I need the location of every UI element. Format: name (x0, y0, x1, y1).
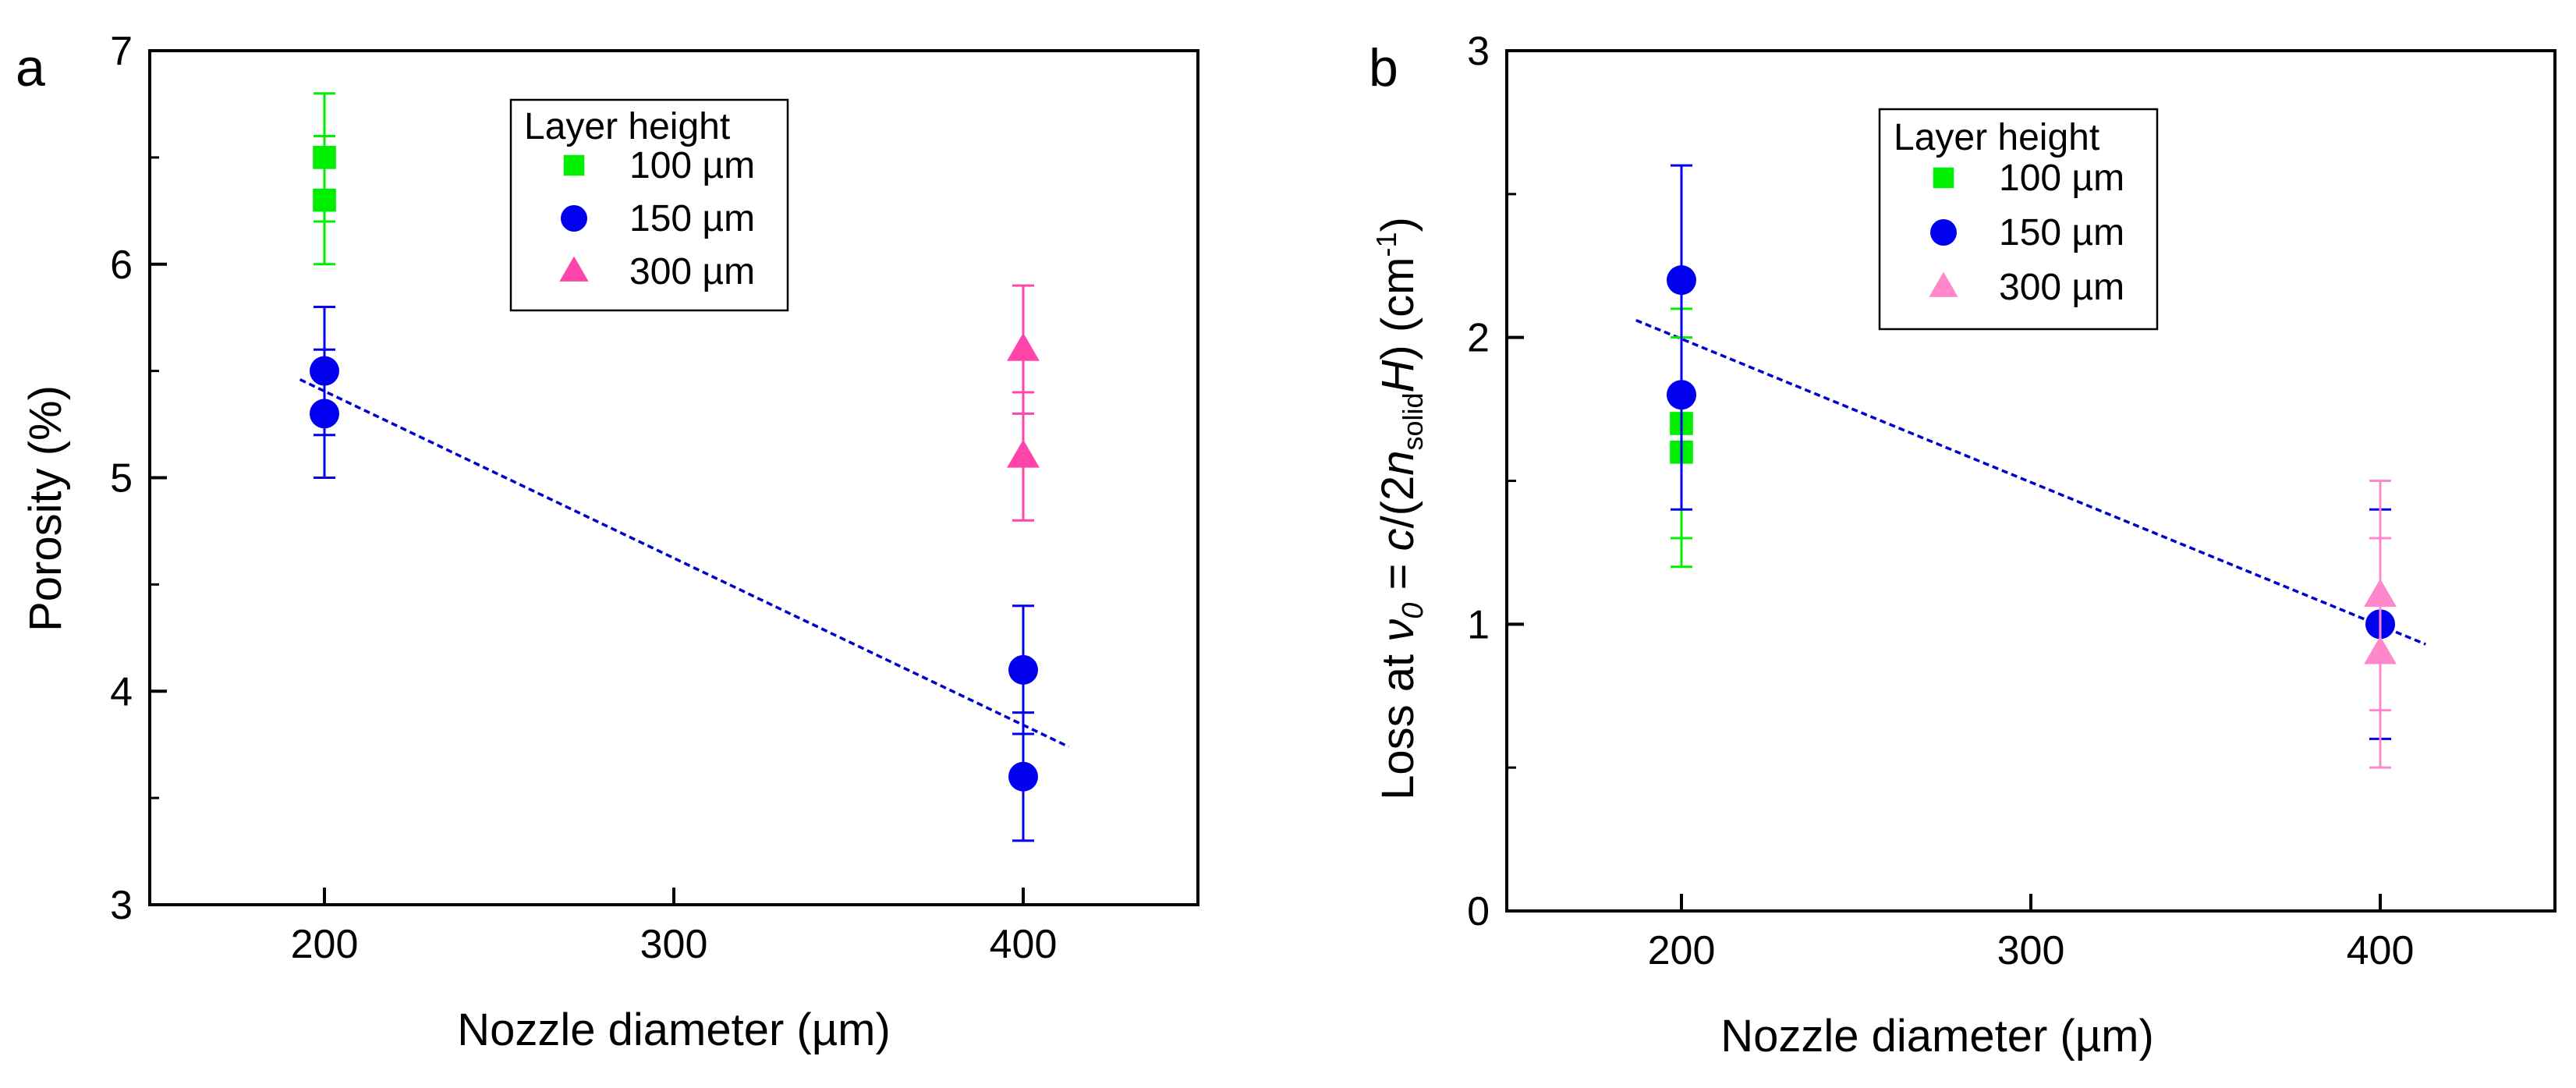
panel-b-legend: Layer height 100 µm 150 µm 300 µm (1878, 108, 2159, 331)
y-tick-label: 1 (1467, 602, 1490, 647)
legend-label: 150 µm (1999, 212, 2124, 253)
panel-a-label: a (16, 38, 45, 97)
x-tick-label: 300 (1997, 928, 2065, 973)
panel-b: b Loss at ν0 = c/(2nsolidH) (cm-1) Nozzl… (1369, 29, 2557, 1061)
panel-b-fit (1635, 318, 2426, 646)
ylabel-unit-sup: -1 (1370, 232, 1402, 257)
ylabel-mid: /(2 (1373, 476, 1423, 529)
panel-b-legend-items: 100 µm 150 µm 300 µm (1929, 158, 2124, 308)
data-point-triangle (1007, 439, 1040, 468)
ylabel-n-sub: solid (1397, 392, 1429, 450)
legend-marker-circle (1930, 219, 1957, 246)
legend-label: 300 µm (1999, 267, 2124, 308)
panel-a-legend-box (509, 98, 789, 312)
y-tick-label: 3 (1467, 29, 1490, 74)
x-tick-label: 300 (640, 922, 708, 967)
panel-a-marks (310, 92, 1040, 842)
x-tick-label: 400 (2347, 928, 2415, 973)
panel-b-frame (1505, 49, 2557, 913)
panel-a-ticks: 200 300 400 3 4 5 6 7 (110, 29, 1057, 967)
data-point-square (313, 188, 336, 212)
y-tick-label: 6 (110, 243, 133, 288)
x-tick-label: 200 (1648, 928, 1716, 973)
ylabel-nu-sub: 0 (1397, 603, 1430, 619)
legend-marker-triangle (1929, 271, 1958, 297)
y-tick-label: 4 (110, 669, 133, 714)
data-point-circle (1667, 265, 1696, 296)
panel-a-frame (148, 49, 1199, 906)
ylabel-close: ) (1373, 345, 1423, 360)
fit-line (1635, 318, 2426, 646)
y-tick-label: 2 (1467, 316, 1490, 361)
data-point-circle (1008, 761, 1038, 792)
data-point-triangle (1007, 332, 1040, 361)
legend-label: 300 µm (629, 251, 755, 292)
ylabel-prefix: Loss at (1373, 642, 1423, 800)
data-point-circle (310, 356, 339, 386)
legend-marker-square (1933, 167, 1954, 189)
panel-a-fit (299, 377, 1069, 749)
fit-line (299, 377, 1069, 749)
legend-marker-circle (561, 205, 587, 232)
ylabel-n: n (1373, 451, 1423, 476)
panel-a-legend-items: 100 µm 150 µm 300 µm (559, 145, 755, 292)
ylabel-eq: = (1373, 551, 1423, 602)
legend-label: 150 µm (629, 198, 755, 239)
legend-marker-square (563, 154, 585, 176)
x-tick-label: 400 (990, 922, 1058, 967)
data-point-triangle (2364, 636, 2397, 664)
x-tick-label: 200 (291, 922, 359, 967)
panel-b-legend-title: Layer height (1894, 117, 2099, 158)
ylabel-c: c (1373, 528, 1423, 551)
panel-a-legend-title: Layer height (524, 106, 730, 147)
ylabel-unit-pre: (cm (1373, 257, 1423, 346)
ylabel-H: H (1373, 360, 1423, 392)
panel-b-legend-box (1878, 108, 2159, 331)
panel-a-x-axis-title: Nozzle diameter (µm) (457, 1005, 891, 1055)
panel-b-ticks: 200 300 400 0 1 2 3 (1467, 29, 2414, 973)
panel-b-label: b (1369, 38, 1398, 97)
data-point-circle (310, 399, 339, 429)
data-point-square (313, 146, 336, 169)
data-point-circle (1008, 654, 1038, 685)
panel-a-y-axis-title: Porosity (%) (20, 385, 71, 632)
data-point-triangle (2364, 578, 2397, 608)
ylabel-nu: ν (1373, 619, 1423, 642)
y-tick-label: 7 (110, 29, 133, 74)
y-tick-label: 5 (110, 456, 133, 501)
panel-b-marks (1667, 164, 2397, 769)
panel-a: a Porosity (%) Nozzle diameter (µm) 200 3… (16, 29, 1199, 1055)
panel-b-x-axis-title: Nozzle diameter (µm) (1720, 1011, 2154, 1061)
legend-label: 100 µm (1999, 158, 2124, 199)
legend-label: 100 µm (629, 145, 755, 186)
y-tick-label: 3 (110, 883, 133, 928)
panel-b-y-axis-title: Loss at ν0 = c/(2nsolidH) (cm-1) (1370, 217, 1430, 800)
ylabel-unit-post: ) (1373, 217, 1423, 232)
data-point-circle (1667, 380, 1696, 410)
panel-a-legend: Layer height 100 µm 150 µm 300 µm (509, 98, 789, 312)
legend-marker-triangle (559, 256, 589, 282)
y-tick-label: 0 (1467, 889, 1490, 934)
